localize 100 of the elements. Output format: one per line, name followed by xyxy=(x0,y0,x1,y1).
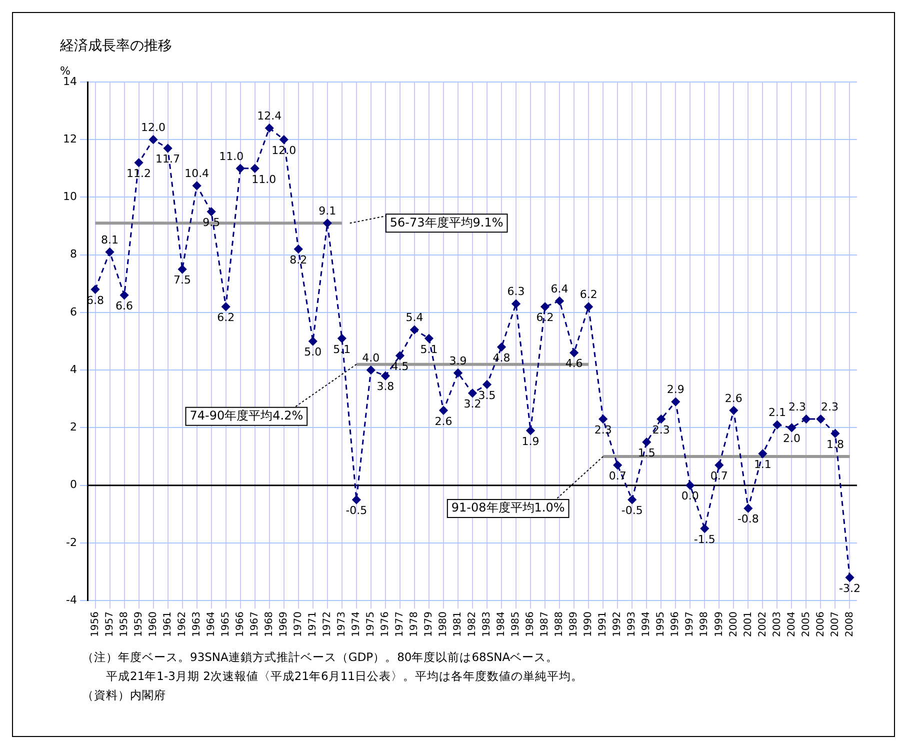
point xyxy=(758,449,767,458)
x-tick-label: 1988 xyxy=(554,612,566,638)
x-tick-label: 1963 xyxy=(191,612,202,638)
data-label: 2.0 xyxy=(782,432,800,446)
point xyxy=(149,135,158,144)
x-tick-label: 1989 xyxy=(568,612,580,638)
data-label: 8.1 xyxy=(101,233,119,246)
point xyxy=(744,504,752,513)
point xyxy=(671,398,680,406)
point xyxy=(192,181,202,190)
data-label: 1.9 xyxy=(522,434,540,448)
y-tick-label: 10 xyxy=(62,190,77,204)
x-tick-label: 1972 xyxy=(322,612,333,638)
x-tick-label: 1990 xyxy=(583,612,594,638)
chart-title: 経済成長率の推移 xyxy=(59,38,172,54)
point xyxy=(222,302,230,311)
x-tick-label: 1995 xyxy=(656,612,667,638)
data-label: 0.0 xyxy=(681,490,699,503)
data-label: 9.5 xyxy=(202,216,220,229)
point xyxy=(497,342,506,352)
point xyxy=(830,429,840,438)
x-tick-label: 2000 xyxy=(728,612,740,638)
data-label: 6.2 xyxy=(217,311,235,324)
x-tick-label: 1956 xyxy=(90,612,101,638)
point xyxy=(294,244,303,254)
y-tick-label: 8 xyxy=(70,248,77,261)
data-label: 7.5 xyxy=(174,274,192,287)
data-label: 1.5 xyxy=(638,446,656,460)
x-tick-label: 1969 xyxy=(278,612,290,638)
y-tick-label: 4 xyxy=(70,362,77,376)
data-label: 2.3 xyxy=(788,400,806,414)
data-label: 12.4 xyxy=(257,109,282,122)
point xyxy=(410,326,419,334)
x-tick-label: 1970 xyxy=(292,612,304,638)
data-label: 6.4 xyxy=(550,282,568,296)
x-tick-label: 1965 xyxy=(220,612,232,638)
point xyxy=(250,164,260,173)
data-label: 5.4 xyxy=(406,311,424,324)
data-label: 3.9 xyxy=(449,354,467,368)
x-tick-label: 2001 xyxy=(742,612,754,638)
point xyxy=(642,438,651,446)
text: （注）年度ベース。93SNA連鎖方式推計ベース（GDP）。80年度以前は68SNAベース。 xyxy=(82,649,560,666)
point xyxy=(584,302,593,311)
x-tick-label: 1957 xyxy=(104,612,116,638)
data-label: 6.3 xyxy=(507,285,525,298)
x-tick-label: 1958 xyxy=(118,612,130,638)
point xyxy=(164,144,172,153)
point xyxy=(802,414,810,424)
annotation: 56-73年度平均9.1% xyxy=(390,215,504,230)
data-label: 4.5 xyxy=(391,360,409,374)
x-tick-label: 1984 xyxy=(496,612,508,638)
data-label: 2.6 xyxy=(724,392,742,405)
data-label: -0.5 xyxy=(346,504,368,518)
y-tick-label: -4 xyxy=(66,593,77,606)
point xyxy=(816,414,825,424)
data-label: 5.1 xyxy=(333,342,351,356)
x-tick-label: 2008 xyxy=(844,612,856,638)
data-label: 0.7 xyxy=(710,470,728,483)
point xyxy=(120,290,129,300)
point xyxy=(570,348,578,358)
point xyxy=(338,334,346,343)
y-tick-label: 12 xyxy=(62,132,77,146)
data-label: 8.2 xyxy=(290,253,308,266)
point xyxy=(424,334,434,343)
y-tick-label: 14 xyxy=(62,74,77,88)
x-tick-label: 2002 xyxy=(757,612,768,638)
point xyxy=(555,296,564,306)
data-label: 11.7 xyxy=(156,152,180,166)
x-tick-label: 1999 xyxy=(714,612,725,638)
x-tick-label: 1959 xyxy=(133,612,144,638)
point xyxy=(598,414,608,424)
x-tick-label: 1994 xyxy=(641,612,652,638)
data-label: -3.2 xyxy=(839,582,860,595)
x-tick-label: 1997 xyxy=(684,612,696,638)
point xyxy=(366,366,376,374)
x-tick-label: 2004 xyxy=(786,612,798,638)
data-label: 2.3 xyxy=(652,423,670,436)
x-tick-label: 1968 xyxy=(264,612,275,638)
x-tick-label: 1977 xyxy=(394,612,406,638)
x-tick-label: 1996 xyxy=(670,612,682,638)
point xyxy=(106,248,114,256)
point xyxy=(280,135,288,144)
x-tick-label: 1974 xyxy=(351,612,362,638)
x-tick-label: 1967 xyxy=(249,612,260,638)
point xyxy=(700,524,709,533)
x-tick-label: 1991 xyxy=(598,612,609,638)
x-tick-label: 1964 xyxy=(206,612,217,638)
point xyxy=(134,158,144,167)
point xyxy=(540,302,550,311)
point xyxy=(308,337,318,346)
data-label: 2.3 xyxy=(820,400,838,414)
point xyxy=(396,351,404,360)
x-tick-label: 1971 xyxy=(307,612,318,638)
x-tick-label: 2006 xyxy=(815,612,826,638)
point xyxy=(845,573,854,582)
point xyxy=(468,388,477,398)
data-label: -0.5 xyxy=(621,504,643,518)
point xyxy=(787,423,796,432)
x-tick-label: 1961 xyxy=(162,612,174,638)
annotation: 91-08年度平均1.0% xyxy=(451,500,565,515)
